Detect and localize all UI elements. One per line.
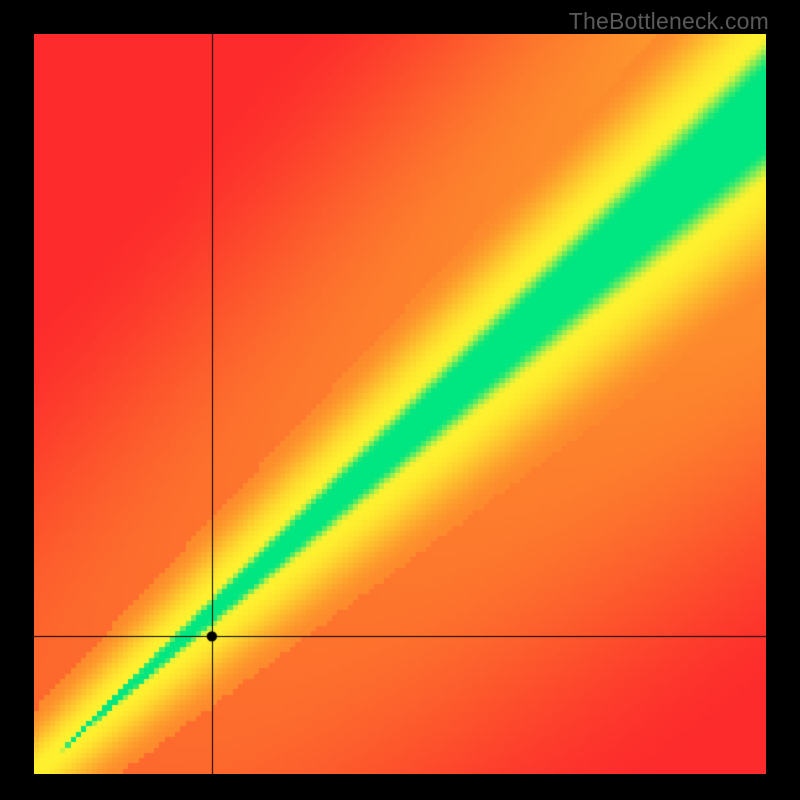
heatmap-plot [34,34,766,774]
chart-stage: TheBottleneck.com [0,0,800,800]
heatmap-canvas [34,34,766,774]
watermark-text: TheBottleneck.com [569,8,769,35]
